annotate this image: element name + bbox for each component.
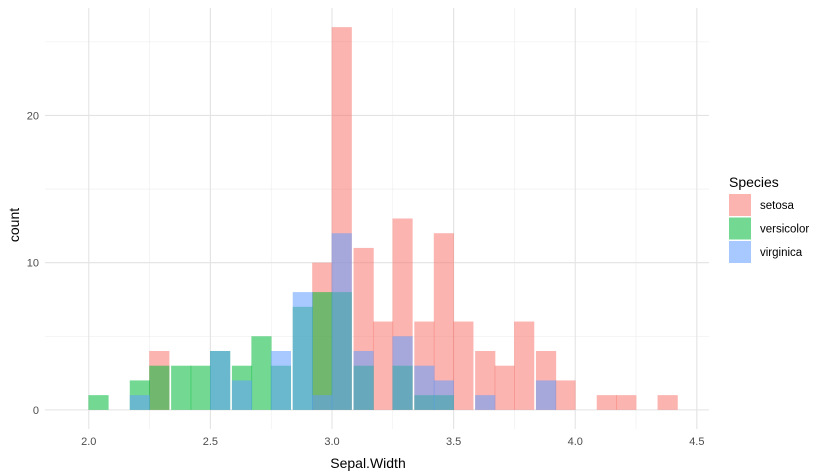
bar-virginica — [270, 350, 292, 410]
bar-versicolor — [149, 365, 170, 410]
bar-virginica — [433, 380, 454, 410]
bar-virginica — [353, 350, 374, 410]
x-tick-label: 3.5 — [446, 436, 461, 448]
x-tick-label: 2.5 — [203, 436, 218, 448]
bar-virginica — [535, 380, 557, 410]
y-axis-title: count — [6, 208, 22, 242]
bar-virginica — [475, 395, 496, 410]
bar-virginica — [129, 395, 150, 410]
legend: Species setosa versicolor virginica — [729, 174, 809, 263]
bar-virginica — [414, 365, 435, 410]
legend-title: Species — [729, 174, 779, 190]
bar-virginica — [231, 380, 253, 410]
legend-key-versicolor — [729, 217, 751, 240]
bar-versicolor — [88, 395, 109, 410]
bar-versicolor — [251, 336, 272, 410]
bar-setosa — [514, 321, 535, 410]
legend-label-setosa: setosa — [760, 200, 794, 212]
bar-versicolor — [171, 365, 192, 410]
bar-virginica — [292, 292, 313, 410]
series-virginica — [129, 233, 557, 410]
bar-virginica — [392, 336, 413, 410]
legend-key-setosa — [729, 194, 751, 216]
legend-items: setosa versicolor virginica — [729, 194, 809, 263]
bar-virginica — [312, 395, 333, 410]
y-tick-label: 20 — [27, 110, 39, 122]
tick-labels: 2.0 2.5 3.0 3.5 4.0 4.5 0 10 20 — [27, 110, 705, 448]
legend-label-virginica: virginica — [760, 247, 803, 259]
bar-setosa — [555, 380, 576, 410]
bar-setosa — [657, 395, 678, 410]
histogram-bars — [88, 27, 678, 410]
bar-setosa — [433, 233, 454, 410]
x-axis-title: Sepal.Width — [330, 455, 405, 471]
bar-setosa — [372, 321, 394, 410]
bar-versicolor — [190, 365, 211, 410]
bar-virginica — [210, 350, 231, 410]
bar-setosa — [616, 395, 637, 410]
x-tick-label: 4.0 — [568, 436, 583, 448]
x-tick-label: 4.5 — [689, 436, 704, 448]
y-tick-label: 0 — [33, 405, 39, 417]
bar-setosa — [596, 395, 617, 410]
legend-key-virginica — [729, 241, 751, 263]
bar-setosa — [494, 365, 515, 410]
bar-setosa — [453, 321, 474, 410]
x-tick-label: 2.0 — [81, 436, 96, 448]
legend-label-versicolor: versicolor — [760, 224, 809, 236]
x-tick-label: 3.0 — [324, 436, 339, 448]
bar-virginica — [331, 233, 352, 410]
y-tick-label: 10 — [27, 258, 39, 270]
bar-versicolor — [312, 292, 333, 410]
